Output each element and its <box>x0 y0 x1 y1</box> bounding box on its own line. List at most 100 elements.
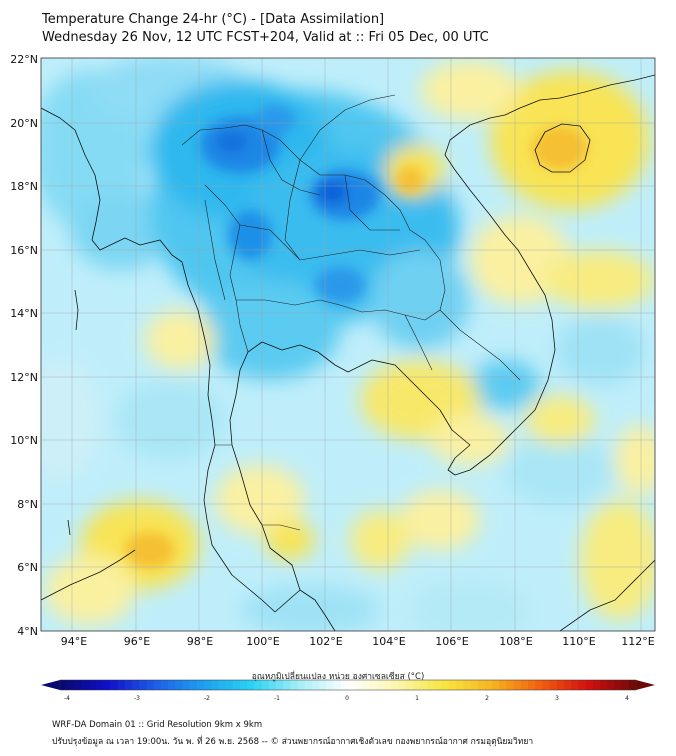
lat-label: 14°N <box>10 307 38 320</box>
colorbar-cell <box>211 680 219 690</box>
lat-label: 20°N <box>10 117 38 130</box>
colorbar-tick: -2 <box>204 695 210 702</box>
lat-label: 6°N <box>17 561 38 574</box>
colorbar-cell <box>621 680 630 690</box>
colorbar-cell <box>204 680 212 690</box>
colorbar-cell <box>376 680 385 690</box>
colorbar-cell <box>326 680 335 690</box>
colorbar-cell <box>600 680 608 690</box>
map-title: Temperature Change 24-hr (°C) - [Data As… <box>42 12 385 27</box>
colorbar-cell <box>139 680 147 690</box>
map-subtitle: Wednesday 26 Nov, 12 UTC FCST+204, Valid… <box>42 30 489 45</box>
colorbar-cell <box>348 680 356 690</box>
lon-label: 102°E <box>309 635 342 648</box>
colorbar-cell <box>189 680 198 690</box>
colorbar-label: อุณหภูมิเปลี่ยนแปลง หน่วย องศาเซลเซียส (… <box>251 672 425 682</box>
colorbar-cell <box>549 680 558 690</box>
colorbar-tick: -3 <box>134 695 140 702</box>
lat-label: 12°N <box>10 371 38 384</box>
colorbar-cell <box>283 680 291 690</box>
latitude-labels: 22°N 20°N 18°N 16°N 14°N 12°N 10°N 8°N 6… <box>10 53 38 638</box>
colorbar-cell <box>506 680 515 690</box>
lat-label: 4°N <box>17 625 38 638</box>
longitude-labels: 94°E 96°E 98°E 100°E 102°E 104°E 106°E 1… <box>61 635 655 648</box>
colorbar-cell <box>160 680 169 690</box>
colorbar-cell <box>391 680 399 690</box>
colorbar-cell <box>499 680 507 690</box>
colorbar-cell <box>405 680 414 690</box>
coastlines <box>41 74 655 631</box>
colorbar-cell <box>175 680 183 690</box>
colorbar-cell <box>477 680 486 690</box>
colorbar-cell <box>535 680 543 690</box>
colorbar-cell <box>542 680 551 690</box>
colorbar-cell <box>520 680 529 690</box>
colorbar-cell <box>434 680 443 690</box>
colorbar-cell <box>362 680 371 690</box>
lon-label: 96°E <box>124 635 150 648</box>
lon-label: 108°E <box>499 635 532 648</box>
lat-label: 8°N <box>17 498 38 511</box>
colorbar-cell <box>247 680 255 690</box>
lon-label: 94°E <box>61 635 87 648</box>
lon-label: 100°E <box>246 635 279 648</box>
colorbar-cell <box>110 680 119 690</box>
colorbar-cell <box>369 680 378 690</box>
colorbar-cell <box>427 680 435 690</box>
colorbar-cell <box>218 680 227 690</box>
colorbar-cell <box>312 680 320 690</box>
colorbar-max-arrow <box>636 680 655 690</box>
colorbar: -4 -3 -2 -1 0 1 2 3 4 <box>41 679 655 702</box>
lat-label: 16°N <box>10 244 38 257</box>
footer-model-info: WRF-DA Domain 01 :: Grid Resolution 9km … <box>52 720 263 730</box>
lat-label: 22°N <box>10 53 38 66</box>
colorbar-cell <box>571 680 579 690</box>
colorbar-cell <box>88 680 97 690</box>
lon-label: 110°E <box>562 635 595 648</box>
colorbar-cell <box>355 680 363 690</box>
colorbar-tick: 1 <box>415 695 419 702</box>
colorbar-cell <box>484 680 493 690</box>
colorbar-cell <box>196 680 205 690</box>
colorbar-cell <box>240 680 248 690</box>
colorbar-cell <box>232 680 241 690</box>
colorbar-cell <box>319 680 327 690</box>
colorbar-cells <box>60 680 637 690</box>
colorbar-cell <box>304 680 313 690</box>
colorbar-cell <box>463 680 471 690</box>
colorbar-tick: 0 <box>345 695 349 702</box>
colorbar-cell <box>592 680 601 690</box>
colorbar-cell <box>333 680 342 690</box>
footer-credit: ปรับปรุงข้อมูล ณ เวลา 19:00น. วัน พ. ที่… <box>52 737 534 747</box>
colorbar-cell <box>492 680 500 690</box>
lat-label: 10°N <box>10 434 38 447</box>
colorbar-cell <box>132 680 140 690</box>
colorbar-cell <box>578 680 587 690</box>
lon-label: 98°E <box>187 635 213 648</box>
colorbar-tick: -4 <box>64 695 70 702</box>
colorbar-cell <box>276 680 284 690</box>
map-frame <box>40 57 656 632</box>
colorbar-cell <box>103 680 111 690</box>
colorbar-cell <box>67 680 75 690</box>
colorbar-cell <box>614 680 623 690</box>
colorbar-cell <box>254 680 263 690</box>
colorbar-cell <box>384 680 392 690</box>
colorbar-cell <box>60 680 68 690</box>
colorbar-cell <box>117 680 126 690</box>
lat-label: 18°N <box>10 180 38 193</box>
colorbar-cell <box>420 680 428 690</box>
colorbar-min-arrow <box>41 680 60 690</box>
colorbar-tick: 2 <box>485 695 489 702</box>
graticule <box>41 58 655 631</box>
colorbar-cell <box>182 680 191 690</box>
colorbar-tick: 4 <box>625 695 629 702</box>
colorbar-cell <box>456 680 464 690</box>
colorbar-cell <box>412 680 421 690</box>
colorbar-cell <box>261 680 270 690</box>
colorbar-cell <box>528 680 536 690</box>
colorbar-cell <box>441 680 450 690</box>
lon-label: 106°E <box>435 635 468 648</box>
colorbar-cell <box>225 680 234 690</box>
